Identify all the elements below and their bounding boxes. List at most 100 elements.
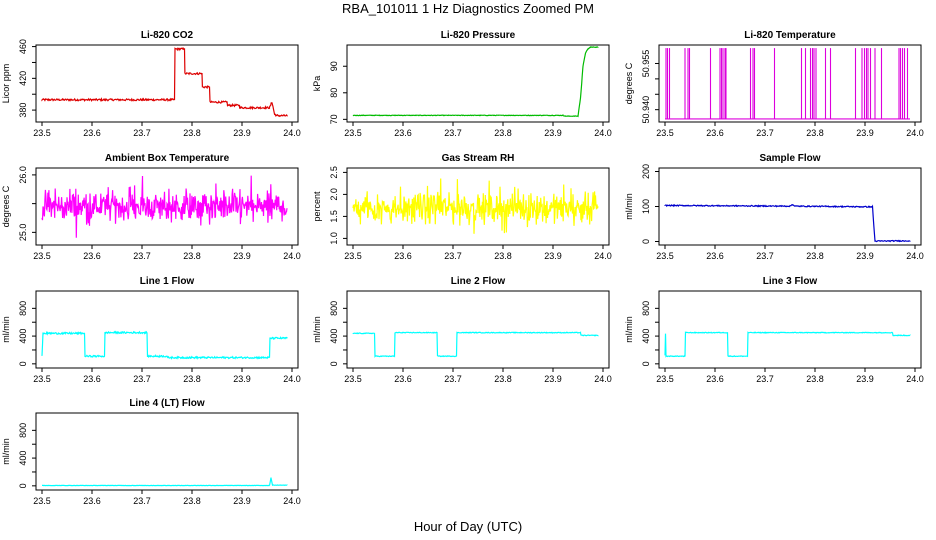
x-tick-label: 24.0 — [906, 128, 924, 138]
x-tick-label: 23.8 — [183, 251, 201, 261]
y-tick-label: 26.0 — [18, 166, 28, 184]
chart-panel-4: Ambient Box Temperature degrees C 23.5 23.6… — [1, 153, 301, 261]
y-tick-label: 800 — [329, 301, 339, 316]
y-tick-label: 460 — [18, 39, 28, 54]
x-tick-label: 23.8 — [183, 374, 201, 384]
x-tick-label: 23.7 — [444, 128, 462, 138]
panel-title: Sample Flow — [759, 153, 820, 164]
y-tick-label: 25.0 — [18, 224, 28, 242]
y-tick-label: 400 — [329, 329, 339, 344]
x-tick-label: 23.5 — [33, 374, 51, 384]
x-tick-label: 23.6 — [706, 128, 724, 138]
x-tick-label: 23.6 — [706, 374, 724, 384]
figure-x-axis-label: Hour of Day (UTC) — [414, 519, 522, 534]
x-tick-label: 23.5 — [656, 251, 674, 261]
x-tick-label: 23.7 — [444, 374, 462, 384]
x-tick-label: 24.0 — [283, 496, 301, 506]
panel-title: Ambient Box Temperature — [105, 153, 230, 164]
chart-panel-3: Li-820 Temperature degrees C 23.5 23.6 23.7 2… — [624, 30, 924, 138]
y-tick-label: 200 — [641, 164, 651, 179]
series-line — [41, 175, 288, 238]
x-tick-label: 23.6 — [394, 128, 412, 138]
y-axis-label: ml/min — [624, 193, 634, 220]
x-tick-label: 23.9 — [233, 496, 251, 506]
x-tick-label: 23.6 — [394, 251, 412, 261]
y-axis-label: ml/min — [1, 316, 11, 343]
panel-title: Li-820 Pressure — [441, 30, 516, 41]
y-tick-label: 0 — [18, 483, 28, 488]
y-tick-label: 2.0 — [329, 188, 339, 201]
chart-panel-2: Li-820 Pressure kPa 23.5 23.6 23.7 23.8 23.9 24… — [312, 30, 612, 138]
x-tick-label: 23.5 — [344, 251, 362, 261]
x-tick-label: 23.8 — [494, 374, 512, 384]
x-tick-label: 23.5 — [656, 128, 674, 138]
plot-frame — [658, 290, 922, 369]
x-tick-label: 24.0 — [283, 374, 301, 384]
y-axis-label: ml/min — [624, 316, 634, 343]
y-tick-label: 70 — [329, 114, 339, 124]
series-line — [664, 331, 911, 358]
x-tick-label: 24.0 — [594, 251, 612, 261]
series-line — [664, 203, 911, 243]
chart-panel-6: Sample Flow ml/min 23.5 23.6 23.7 23.8 23.9 24.… — [624, 153, 924, 261]
chart-panel-5: Gas Stream RH percent 23.5 23.6 23.7 23.8 23.9… — [312, 153, 612, 261]
x-tick-label: 23.9 — [544, 374, 562, 384]
y-tick-label: 800 — [641, 301, 651, 316]
x-tick-label: 23.6 — [83, 496, 101, 506]
x-tick-label: 23.7 — [444, 251, 462, 261]
y-tick-label: 0 — [329, 361, 339, 366]
x-tick-label: 23.5 — [33, 251, 51, 261]
y-axis-label: degrees C — [1, 185, 11, 227]
series-line — [352, 178, 599, 234]
panel-title: Li-820 Temperature — [744, 30, 836, 41]
y-tick-label: 400 — [18, 451, 28, 466]
y-tick-label: 1.5 — [329, 210, 339, 223]
x-tick-label: 24.0 — [283, 128, 301, 138]
x-tick-label: 24.0 — [594, 374, 612, 384]
panel-title: Line 1 Flow — [140, 276, 195, 287]
chart-panel-1: Li-820 CO2 Licor ppm 23.5 23.6 23.7 23.8 23.9 2… — [1, 30, 301, 138]
x-tick-label: 23.8 — [494, 251, 512, 261]
x-tick-label: 23.7 — [133, 374, 151, 384]
plot-frame — [346, 167, 610, 246]
series-line — [41, 330, 288, 360]
panel-title: Li-820 CO2 — [141, 30, 194, 41]
chart-panel-10: Line 4 (LT) Flow ml/min 23.5 23.6 23.7 23.8 23… — [1, 398, 301, 506]
y-tick-label: 420 — [18, 71, 28, 86]
x-tick-label: 23.9 — [544, 128, 562, 138]
y-tick-label: 90 — [329, 61, 339, 71]
x-tick-label: 23.5 — [344, 128, 362, 138]
series-line — [41, 47, 288, 118]
y-tick-label: 100 — [641, 199, 651, 214]
x-tick-label: 23.6 — [83, 251, 101, 261]
y-tick-label: 1.0 — [329, 232, 339, 245]
y-tick-label: 0 — [18, 361, 28, 366]
panel-title: Line 4 (LT) Flow — [129, 398, 205, 409]
x-tick-label: 23.7 — [133, 251, 151, 261]
x-tick-label: 23.9 — [856, 128, 874, 138]
panel-title: Line 2 Flow — [451, 276, 506, 287]
y-axis-label: Licor ppm — [1, 64, 11, 104]
x-tick-label: 23.7 — [756, 374, 774, 384]
panel-title: Line 3 Flow — [763, 276, 818, 287]
y-tick-label: 2.5 — [329, 166, 339, 179]
x-tick-label: 23.9 — [856, 374, 874, 384]
series-line — [42, 477, 288, 487]
y-tick-label: 400 — [641, 329, 651, 344]
y-tick-label: 50.955 — [641, 50, 651, 78]
x-tick-label: 23.9 — [544, 251, 562, 261]
y-axis-label: ml/min — [312, 316, 322, 343]
figure-title: RBA_101011 1 Hz Diagnostics Zoomed PM — [342, 1, 594, 16]
x-tick-label: 23.5 — [656, 374, 674, 384]
x-tick-label: 23.5 — [33, 496, 51, 506]
y-axis-label: degrees C — [624, 62, 634, 104]
x-tick-label: 23.8 — [494, 128, 512, 138]
chart-panel-7: Line 1 Flow ml/min 23.5 23.6 23.7 23.8 23.9 24.… — [1, 276, 301, 384]
panel-title: Gas Stream RH — [442, 153, 515, 164]
x-tick-label: 23.7 — [133, 496, 151, 506]
y-tick-label: 380 — [18, 103, 28, 118]
x-tick-label: 23.9 — [856, 251, 874, 261]
plot-frame — [35, 167, 299, 246]
y-tick-label: 0 — [641, 239, 651, 244]
